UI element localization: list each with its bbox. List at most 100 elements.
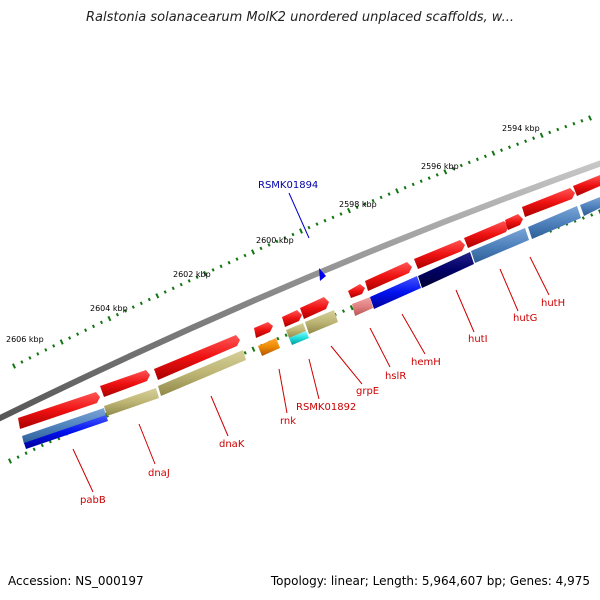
scale-tick xyxy=(581,216,585,220)
bar-hemH[interactable] xyxy=(370,276,421,309)
kbp-label-2600: 2600 kbp xyxy=(256,236,294,245)
gene-label-dnaK[interactable]: dnaK xyxy=(219,439,245,450)
label-leaders xyxy=(72,256,550,493)
scale-tick xyxy=(52,344,56,348)
gene-label-hutI[interactable]: hutI xyxy=(468,334,488,345)
feature-leader-rsmk01894 xyxy=(288,192,310,239)
scale-tick xyxy=(598,209,600,215)
gene-next[interactable] xyxy=(573,175,600,196)
bar-hutI[interactable] xyxy=(418,252,474,288)
scale-tick xyxy=(147,297,151,302)
gene-hutG[interactable] xyxy=(464,221,509,248)
gene-hutH[interactable] xyxy=(522,188,575,217)
bar-pabB-blue[interactable] xyxy=(24,415,108,449)
scale-tick xyxy=(251,346,256,352)
scale-tick xyxy=(155,293,160,299)
map-title: Ralstonia solanacearum MolK2 unordered u… xyxy=(85,10,514,25)
gene-dnaJ[interactable] xyxy=(100,370,150,397)
bar-hutH[interactable] xyxy=(528,206,581,239)
gene-rnk[interactable] xyxy=(254,322,273,338)
gene-label-hutH[interactable]: hutH xyxy=(541,298,565,309)
gene-label-hemH[interactable]: hemH xyxy=(411,357,441,368)
scale-tick xyxy=(59,339,64,345)
scale-tick xyxy=(499,148,504,152)
bar-pabB-steel[interactable] xyxy=(22,408,106,444)
scale-tick xyxy=(467,160,471,165)
scale-tick xyxy=(516,142,520,146)
bar-hutG[interactable] xyxy=(471,228,529,263)
gene-hutG-2[interactable] xyxy=(505,214,523,230)
scale-tick xyxy=(403,185,407,190)
scale-tick xyxy=(32,447,36,452)
scale-tick xyxy=(195,275,199,279)
scale-tick xyxy=(76,332,80,336)
scale-tick xyxy=(299,228,303,234)
feature-marker-rsmk01894[interactable] xyxy=(319,268,326,281)
scale-tick xyxy=(219,264,223,269)
scale-tick xyxy=(243,253,247,258)
bar-RSMK01892-cyan[interactable] xyxy=(289,331,309,345)
scale-tick xyxy=(251,249,255,255)
bar-next[interactable] xyxy=(580,197,600,216)
gene-label-hslR[interactable]: hslR xyxy=(385,371,406,382)
gene-pabB[interactable] xyxy=(18,392,100,429)
scale-tick xyxy=(451,166,455,171)
gene-label-dnaJ[interactable]: dnaJ xyxy=(148,468,170,479)
gene-hutI[interactable] xyxy=(414,240,465,269)
scale-tick xyxy=(548,130,552,135)
scale-tick xyxy=(556,127,560,132)
scale-tick xyxy=(307,225,311,230)
scale-tick xyxy=(427,176,431,180)
scale-tick xyxy=(275,239,279,244)
chromosome-backbone xyxy=(0,160,600,422)
gene-label-rnk[interactable]: rnk xyxy=(280,416,296,427)
scale-tick xyxy=(171,286,175,291)
gene-label-hutG[interactable]: hutG xyxy=(513,313,537,324)
gene-grpE[interactable] xyxy=(300,297,329,319)
scale-tick xyxy=(243,351,247,355)
gene-label-pabB[interactable]: pabB xyxy=(80,495,106,506)
scale-tick xyxy=(179,282,183,287)
bar-dnaJ[interactable] xyxy=(104,388,159,416)
topology-text: Topology: linear; Length: 5,964,607 bp; … xyxy=(270,574,590,588)
scale-arc-outer xyxy=(12,115,592,369)
scale-tick xyxy=(267,243,271,247)
scale-tick xyxy=(524,139,528,143)
scale-tick xyxy=(475,157,479,162)
protein-track xyxy=(22,197,600,449)
scale-tick xyxy=(131,305,135,309)
gene-hemH[interactable] xyxy=(365,262,412,291)
bar-grpE[interactable] xyxy=(305,310,338,334)
scale-tick xyxy=(355,205,359,210)
scale-tick xyxy=(107,315,112,322)
bar-dnaK[interactable] xyxy=(158,350,246,396)
scale-tick xyxy=(68,336,72,340)
scale-tick xyxy=(411,182,415,187)
gene-label-RSMK01892[interactable]: RSMK01892 xyxy=(296,402,356,413)
kbp-label-2594: 2594 kbp xyxy=(502,124,540,133)
gene-RSMK01892[interactable] xyxy=(282,310,302,327)
scale-tick xyxy=(459,163,463,168)
scale-tick xyxy=(291,232,295,237)
scale-tick xyxy=(491,150,496,156)
scale-tick xyxy=(139,301,143,306)
gene-hslR[interactable] xyxy=(348,284,365,298)
scale-tick xyxy=(379,195,383,200)
bar-hslR[interactable] xyxy=(352,297,373,316)
scale-tick xyxy=(532,136,536,140)
scale-tick xyxy=(235,257,239,261)
scale-tick xyxy=(339,212,343,216)
gene-dnaK[interactable] xyxy=(154,335,240,380)
gene-label-grpE[interactable]: grpE xyxy=(356,386,379,397)
bar-RSMK01892-khaki[interactable] xyxy=(286,323,306,338)
gene-track xyxy=(18,175,600,429)
scale-tick xyxy=(84,328,88,332)
bar-rnk[interactable] xyxy=(258,338,280,356)
scale-tick xyxy=(284,333,288,337)
scale-tick xyxy=(331,215,335,220)
scale-tick xyxy=(315,222,319,226)
kbp-label-2602: 2602 kbp xyxy=(173,270,211,279)
feature-label-rsmk01894[interactable]: RSMK01894 xyxy=(258,180,318,191)
kbp-label-2606: 2606 kbp xyxy=(6,335,44,344)
